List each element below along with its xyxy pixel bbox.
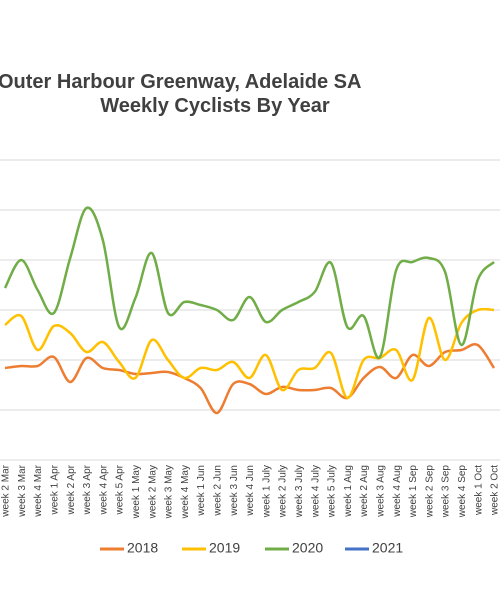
x-tick-label: week 2 Aug <box>359 465 370 518</box>
series-line <box>4 343 496 415</box>
x-tick-label: week 1 May <box>131 465 142 519</box>
x-tick-label: week 1 July <box>261 465 272 518</box>
x-tick-label: week 3 Jun <box>229 465 240 517</box>
series-line <box>3 206 495 359</box>
x-tick-label: week 2 Apr <box>66 464 77 515</box>
x-tick-label: week 3 May <box>164 465 175 519</box>
x-tick-label: week 2 Sep <box>424 465 435 519</box>
x-tick-label: week 3 July <box>294 465 305 518</box>
series-line <box>4 307 495 400</box>
x-tick-label: week 5 Apr <box>115 464 126 515</box>
chart-title: Weekly Cyclists By Year <box>100 95 330 117</box>
x-tick-label: week 4 May <box>180 465 191 519</box>
x-tick-label: week 1 Apr <box>50 464 61 515</box>
legend-label: 2019 <box>209 540 240 556</box>
x-tick-label: week 1 Oct <box>473 465 484 516</box>
x-tick-label: week 2 May <box>147 465 158 519</box>
x-tick-label: week 2 July <box>278 465 289 518</box>
x-tick-label: week 1 Jun <box>196 465 207 517</box>
x-tick-label: week 3 Apr <box>82 464 93 515</box>
x-tick-label: week 3 Mar <box>17 464 28 517</box>
chart-title: Outer Harbour Greenway, Adelaide SA <box>0 71 361 93</box>
x-tick-label: week 1 Sep <box>408 465 419 519</box>
legend-label: 2021 <box>372 540 403 556</box>
x-tick-label: week 4 Apr <box>98 464 109 515</box>
x-tick-label: week 3 Sep <box>441 465 452 519</box>
x-tick-label: week 3 Aug <box>376 465 387 518</box>
x-tick-label: week 2 Mar <box>1 464 12 517</box>
x-tick-label: week 4 Sep <box>457 465 468 519</box>
legend-label: 2020 <box>292 540 323 556</box>
x-tick-label: week 4 Aug <box>392 465 403 518</box>
x-tick-label: week 4 Jun <box>245 465 256 517</box>
x-tick-label: week 2 Jun <box>213 465 224 517</box>
legend-label: 2018 <box>127 540 158 556</box>
x-tick-label: week 4 July <box>310 465 321 518</box>
x-tick-label: week 4 Mar <box>33 464 44 517</box>
x-tick-label: week 1 Aug <box>343 465 354 518</box>
x-tick-label: week 5 July <box>327 465 338 518</box>
x-tick-label: week 2 Oct <box>490 465 500 516</box>
